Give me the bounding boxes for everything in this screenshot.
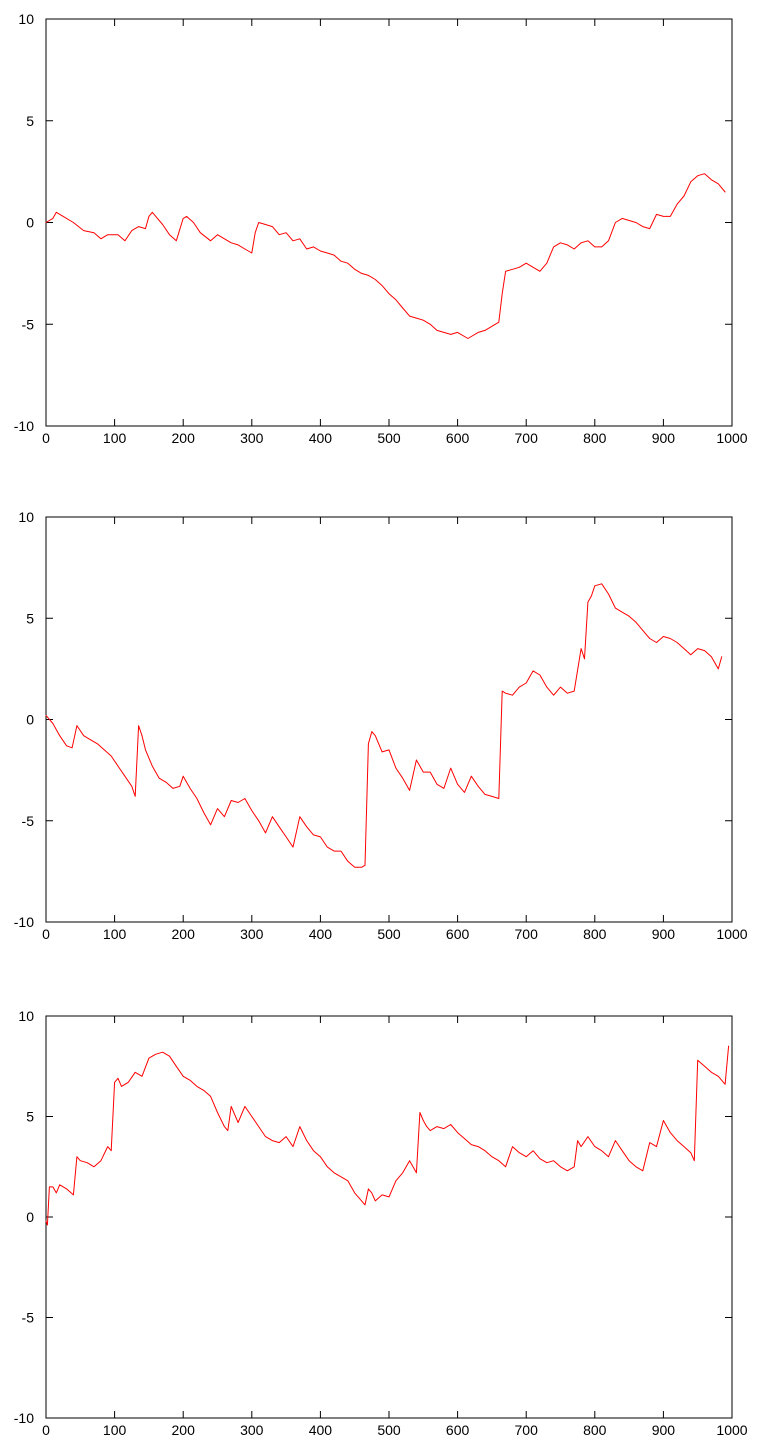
x-tick-label-2-800: 800 [583, 926, 607, 942]
x-tick-label-1-0: 0 [42, 430, 50, 446]
x-tick-label-1-400: 400 [309, 430, 333, 446]
x-tick-label-2-200: 200 [172, 926, 196, 942]
y-tick-label-2-5: 5 [26, 610, 34, 626]
y-tick-label-1--10: -10 [14, 418, 34, 434]
y-tick-label-2-0: 0 [26, 712, 34, 728]
x-tick-label-2-900: 900 [652, 926, 676, 942]
x-tick-label-2-100: 100 [103, 926, 127, 942]
y-tick-label-3-0: 0 [26, 1209, 34, 1225]
y-tick-label-3--10: -10 [14, 1410, 34, 1426]
x-tick-label-3-800: 800 [583, 1422, 607, 1438]
plot-frame-2 [45, 516, 733, 923]
x-tick-label-2-500: 500 [377, 926, 401, 942]
x-tick-label-2-0: 0 [42, 926, 50, 942]
x-tick-label-1-900: 900 [652, 430, 676, 446]
y-tick-label-2--5: -5 [22, 813, 35, 829]
x-tick-label-2-400: 400 [309, 926, 333, 942]
y-tick-label-3-10: 10 [18, 1008, 34, 1024]
x-tick-label-3-100: 100 [103, 1422, 127, 1438]
series-line-2-1 [45, 583, 723, 868]
x-tick-label-3-400: 400 [309, 1422, 333, 1438]
y-tick-label-1-0: 0 [26, 215, 34, 231]
x-tick-label-3-1000: 1000 [716, 1422, 747, 1438]
x-tick-label-2-1000: 1000 [716, 926, 747, 942]
y-tick-label-1-10: 10 [18, 11, 34, 27]
plot-frame-3 [45, 1015, 733, 1419]
y-tick-label-2-10: 10 [18, 509, 34, 525]
x-tick-label-3-300: 300 [240, 1422, 264, 1438]
series-line-1-1 [45, 173, 726, 339]
x-tick-label-3-600: 600 [446, 1422, 470, 1438]
y-tick-label-1--5: -5 [22, 316, 35, 332]
x-tick-label-2-300: 300 [240, 926, 264, 942]
x-tick-label-1-600: 600 [446, 430, 470, 446]
y-tick-label-3--5: -5 [22, 1310, 35, 1326]
line-chart-1: 0 100 200 300 400 500 600 700 800 900 1000 -10 -5 0 5 1… [14, 11, 748, 446]
y-tick-label-1-5: 5 [26, 113, 34, 129]
y-tick-label-3-5: 5 [26, 1109, 34, 1125]
x-tick-label-3-900: 900 [652, 1422, 676, 1438]
x-tick-label-3-200: 200 [172, 1422, 196, 1438]
x-tick-label-1-100: 100 [103, 430, 127, 446]
x-tick-label-2-600: 600 [446, 926, 470, 942]
x-tick-label-3-0: 0 [42, 1422, 50, 1438]
line-chart-2: 0 100 200 300 400 500 600 700 800 900 1000 -10 -5 0 5 1… [14, 509, 748, 942]
x-tick-label-1-700: 700 [515, 430, 539, 446]
x-tick-label-1-1000: 1000 [716, 430, 747, 446]
x-tick-label-3-500: 500 [377, 1422, 401, 1438]
x-tick-label-2-700: 700 [515, 926, 539, 942]
plot-frame-1 [45, 18, 733, 427]
y-tick-label-2--10: -10 [14, 914, 34, 930]
x-tick-label-1-200: 200 [172, 430, 196, 446]
x-tick-label-3-700: 700 [515, 1422, 539, 1438]
x-tick-label-1-300: 300 [240, 430, 264, 446]
x-tick-label-1-500: 500 [377, 430, 401, 446]
line-chart-3: 0 100 200 300 400 500 600 700 800 900 1000 -10 -5 0 5 1… [14, 1008, 748, 1438]
series-line-3-1 [45, 1045, 730, 1226]
x-tick-label-1-800: 800 [583, 430, 607, 446]
